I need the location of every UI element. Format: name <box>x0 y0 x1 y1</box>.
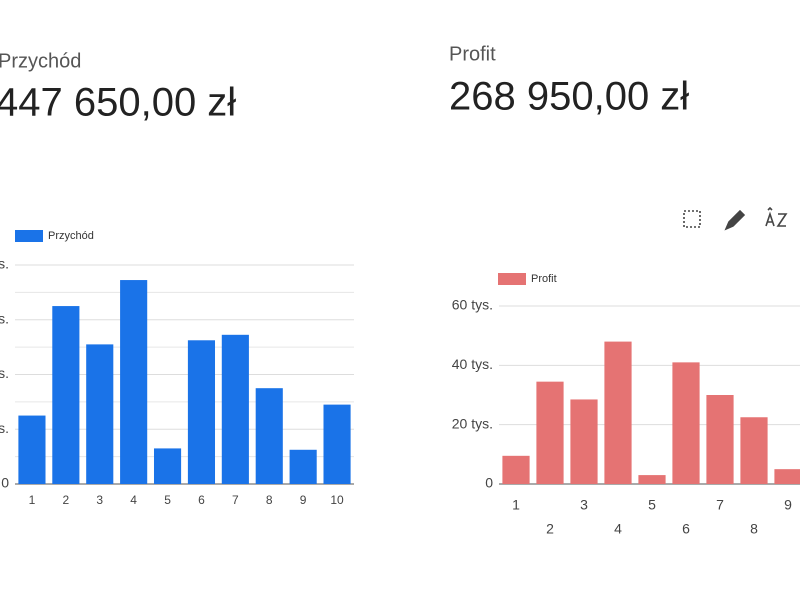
y-tick-label: 0 <box>485 475 493 491</box>
sort-icon[interactable] <box>765 206 788 227</box>
legend-label: Przychód <box>48 230 94 242</box>
x-tick-label: 9 <box>784 497 792 513</box>
kpi-value: 447 650,00 zł <box>0 81 236 125</box>
bar <box>570 399 598 484</box>
x-tick-label: 2 <box>546 521 554 537</box>
x-tick-label: 7 <box>232 493 239 507</box>
bar <box>638 475 666 484</box>
x-tick-label: 5 <box>648 497 656 513</box>
legend-swatch <box>498 273 526 285</box>
bar <box>502 455 530 484</box>
bar <box>18 415 46 484</box>
bar <box>706 395 734 484</box>
x-tick-label: 7 <box>716 497 724 513</box>
bar <box>255 388 283 484</box>
bar <box>221 334 249 484</box>
y-tick-label: 60 tys. <box>0 310 9 326</box>
bar <box>740 417 768 484</box>
bar <box>120 280 148 484</box>
select-icon[interactable] <box>683 210 701 228</box>
y-tick-label: 0 <box>1 475 9 491</box>
y-tick-label: 80 tys. <box>0 256 9 272</box>
x-tick-label: 2 <box>63 493 70 507</box>
y-tick-label: 40 tys. <box>0 365 9 381</box>
x-tick-label: 6 <box>682 521 690 537</box>
y-tick-label: 40 tys. <box>452 356 493 372</box>
x-tick-label: 8 <box>750 521 758 537</box>
kpi-value: 268 950,00 zł <box>449 75 689 119</box>
x-tick-label: 4 <box>614 521 622 537</box>
x-tick-label: 1 <box>512 497 520 513</box>
x-tick-label: 6 <box>198 493 205 507</box>
kpi-label: Przychód <box>0 50 81 72</box>
x-tick-label: 4 <box>130 493 137 507</box>
x-tick-label: 8 <box>266 493 273 507</box>
legend-swatch <box>15 230 43 242</box>
y-tick-label: 20 tys. <box>0 420 9 436</box>
bar <box>187 340 216 484</box>
x-tick-label: 10 <box>330 493 344 507</box>
bar <box>52 306 80 484</box>
x-tick-label: 3 <box>580 497 588 513</box>
kpi-label: Profit <box>449 43 496 65</box>
bar <box>323 404 351 484</box>
bar <box>536 381 564 484</box>
bar <box>774 469 800 484</box>
y-tick-label: 60 tys. <box>452 297 493 313</box>
x-tick-label: 9 <box>300 493 307 507</box>
edit-icon[interactable] <box>724 209 746 231</box>
bar <box>672 362 700 484</box>
x-tick-label: 3 <box>96 493 103 507</box>
x-tick-label: 1 <box>29 493 36 507</box>
legend-label: Profit <box>531 273 557 285</box>
toolbar[interactable] <box>683 206 788 231</box>
y-tick-label: 20 tys. <box>452 415 493 431</box>
bar <box>153 448 182 484</box>
x-tick-label: 5 <box>164 493 171 507</box>
bar <box>289 449 317 484</box>
bar <box>604 341 632 484</box>
bar <box>86 344 114 484</box>
